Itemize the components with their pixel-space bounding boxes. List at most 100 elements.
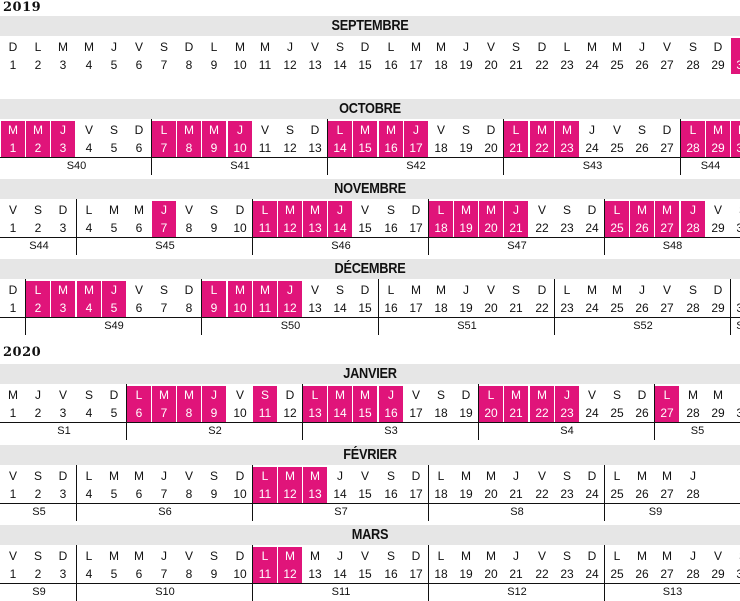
day-number: 8 <box>185 406 193 420</box>
day-cell: V 18 <box>429 121 453 157</box>
day-letter: M <box>562 123 572 137</box>
day-letter: J <box>639 283 645 297</box>
day-cell: S 21 <box>504 281 528 317</box>
day-cell: L 30 <box>731 38 740 74</box>
day-letter: S <box>461 123 470 137</box>
week-separator <box>76 465 77 521</box>
day-number: 22 <box>535 58 549 72</box>
day-letter: V <box>184 203 193 217</box>
day-cell: V 25 <box>605 121 629 157</box>
day-number: 22 <box>535 406 549 420</box>
day-letter: V <box>134 283 143 297</box>
day-cell: J 21 <box>504 467 528 503</box>
day-number: 18 <box>434 567 448 581</box>
day-letter: M <box>184 123 194 137</box>
day-number: 23 <box>560 141 574 155</box>
day-letter: L <box>663 388 671 402</box>
week-label: S45 <box>155 240 175 252</box>
day-cell: J 12 <box>278 38 302 74</box>
day-letter: S <box>209 469 218 483</box>
day-letter: L <box>34 40 42 54</box>
day-letter: M <box>33 123 43 137</box>
week-label: S5 <box>690 425 705 437</box>
day-letter: S <box>386 469 395 483</box>
day-number: 17 <box>409 487 423 501</box>
day-cell: S 12 <box>278 121 302 157</box>
day-letter: J <box>111 40 117 54</box>
day-letter: M <box>109 549 119 563</box>
day-cell: L 18 <box>429 547 453 583</box>
day-number: 10 <box>233 301 247 315</box>
day-letter: J <box>161 549 167 563</box>
day-number: 12 <box>283 301 297 315</box>
day-number: 4 <box>85 58 93 72</box>
day-letter: V <box>235 388 244 402</box>
day-cell: L 28 <box>681 121 705 157</box>
day-letter: D <box>411 549 421 563</box>
day-letter: M <box>637 203 647 217</box>
day-number: 6 <box>135 221 143 235</box>
day-cell: M 18 <box>429 281 453 317</box>
day-letter: M <box>537 123 547 137</box>
day-letter: M <box>8 123 18 137</box>
week-separator <box>302 384 303 440</box>
week-label: S8 <box>510 506 524 518</box>
day-letter: L <box>210 283 218 297</box>
day-number: 8 <box>185 58 193 72</box>
day-letter: V <box>8 203 17 217</box>
day-letter: S <box>612 388 621 402</box>
day-cell: V 15 <box>353 467 377 503</box>
day-cell: S 23 <box>555 201 579 237</box>
month-title: FÉVRIER <box>343 446 397 463</box>
day-number: 9 <box>210 58 218 72</box>
day-letter: L <box>563 283 571 297</box>
day-letter: D <box>486 123 496 137</box>
week-separator <box>151 119 152 175</box>
day-number: 12 <box>283 221 297 235</box>
day-cell: J 17 <box>404 121 428 157</box>
day-number: 3 <box>59 567 67 581</box>
day-letter: L <box>731 281 740 299</box>
day-cell: M 11 <box>253 281 277 317</box>
day-number: 4 <box>85 221 93 235</box>
day-cell: J 21 <box>504 201 528 237</box>
day-number: 29 <box>711 406 725 420</box>
day-letter: J <box>690 203 696 217</box>
day-number: 24 <box>585 567 599 581</box>
week-label: S2 <box>208 425 222 437</box>
day-number: 19 <box>459 58 473 72</box>
day-letter: V <box>537 469 546 483</box>
week-separator <box>126 384 127 440</box>
day-number: 12 <box>283 58 297 72</box>
day-cell: M 25 <box>605 38 629 74</box>
day-letter: M <box>84 40 94 54</box>
day-number: 26 <box>635 406 649 420</box>
day-cell: M 12 <box>278 467 302 503</box>
day-number: 5 <box>110 221 118 235</box>
day-cell: M 19 <box>454 467 478 503</box>
day-number: 21 <box>509 58 523 72</box>
day-number: 12 <box>283 487 297 501</box>
week-label: S52 <box>633 320 653 332</box>
week-label: S7 <box>334 506 348 518</box>
day-cell: D 22 <box>530 281 554 317</box>
day-number: 25 <box>610 221 624 235</box>
day-cell: D 17 <box>404 547 428 583</box>
day-cell: M 17 <box>404 38 428 74</box>
day-cell: M 13 <box>303 201 327 237</box>
day-cell: S 30 <box>731 547 740 583</box>
day-cell: J 14 <box>328 547 352 583</box>
day-number: 22 <box>535 567 549 581</box>
day-number: 27 <box>660 567 674 581</box>
